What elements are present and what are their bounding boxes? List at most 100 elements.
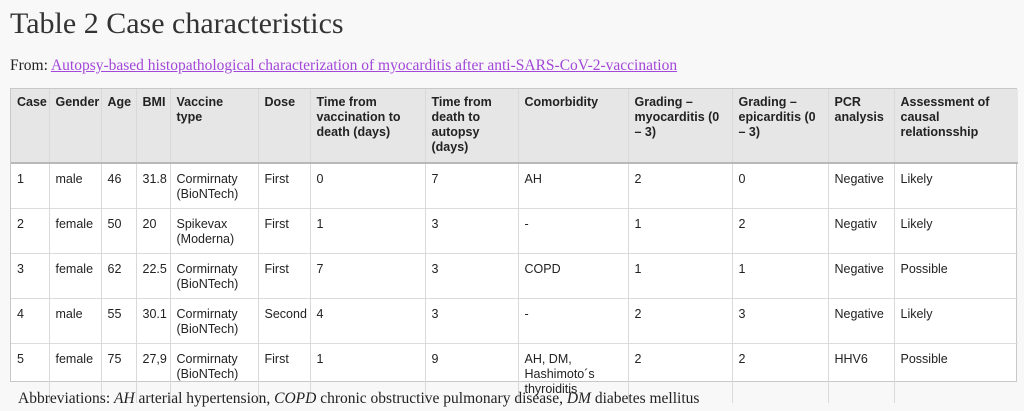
table-cell: AH, DM, Hashimoto´s thyroiditis <box>517 343 628 403</box>
table-cell: 50 <box>100 208 136 254</box>
table-cell: Negativ <box>827 208 894 254</box>
table-cell: 3 <box>424 253 518 299</box>
table-cell: 7 <box>309 253 425 299</box>
table-cell: female <box>48 343 101 403</box>
column-header: Grading – epicarditis (0 – 3) <box>731 89 828 164</box>
table-cell: 1 <box>627 253 732 299</box>
table-cell: Cormirnaty (BioNTech) <box>169 298 258 344</box>
table-cell: 55 <box>100 298 136 344</box>
table-cell: 62 <box>100 253 136 299</box>
table-cell: First <box>257 253 310 299</box>
abbreviation-term: COPD <box>274 390 317 407</box>
case-characteristics-table: Case Gender Age BMI Vaccine type Dose Time fro… <box>11 89 1018 403</box>
table-cell: male <box>48 298 101 344</box>
abbreviations-prefix: Abbreviations: <box>18 390 111 407</box>
table-cell: Spikevax (Moderna) <box>169 208 258 254</box>
abbreviation-term: DM <box>566 390 591 407</box>
column-header: Time from death to autopsy (days) <box>424 89 518 164</box>
column-header: Time from vaccination to death (days) <box>309 89 425 164</box>
column-header: Comorbidity <box>517 89 628 164</box>
table-cell: AH <box>517 162 628 209</box>
table-cell: 4 <box>11 298 49 344</box>
table-cell: 31.8 <box>135 162 170 209</box>
table-cell: Possible <box>893 253 1018 299</box>
table-row: 1 male 46 31.8 Cormirnaty (BioNTech) First 0 7 A… <box>11 162 1018 209</box>
column-header: Age <box>100 89 136 164</box>
table-cell: 30.1 <box>135 298 170 344</box>
column-header: Assessment of causal relationsship <box>893 89 1018 164</box>
table-cell: 9 <box>424 343 518 403</box>
table-cell: Likely <box>893 298 1018 344</box>
table-cell: 1 <box>627 208 732 254</box>
table-cell: 5 <box>11 343 49 403</box>
table-cell: 46 <box>100 162 136 209</box>
table-cell: First <box>257 208 310 254</box>
table-cell: Likely <box>893 208 1018 254</box>
abbreviation-definition: diabetes mellitus <box>594 390 700 407</box>
table-cell: 2 <box>11 208 49 254</box>
table-cell: HHV6 <box>827 343 894 403</box>
table-cell: 2 <box>627 343 732 403</box>
table-cell: 2 <box>731 343 828 403</box>
table-cell: 3 <box>11 253 49 299</box>
column-header: BMI <box>135 89 170 164</box>
table-cell: 2 <box>627 162 732 209</box>
table-cell: Cormirnaty (BioNTech) <box>169 343 258 403</box>
table-row: 5 female 75 27,9 Cormirnaty (BioNTech) First 1… <box>11 343 1018 403</box>
table-cell: - <box>517 298 628 344</box>
abbreviations-list: AH arterial hypertension, COPD chronic o… <box>114 390 699 407</box>
source-line: From: Autopsy-based histopathological ch… <box>10 57 677 75</box>
table-cell: 3 <box>424 298 518 344</box>
page-title: Table 2 Case characteristics <box>10 7 344 40</box>
table-cell: Negative <box>827 298 894 344</box>
table-cell: Second <box>257 298 310 344</box>
abbreviations-footnote: Abbreviations: AH arterial hypertension,… <box>18 390 699 408</box>
table-cell: 1 <box>309 343 425 403</box>
abbreviation-definition: chronic obstructive pulmonary disease, <box>320 390 563 407</box>
table-header-row: Case Gender Age BMI Vaccine type Dose Time fro… <box>11 89 1018 164</box>
table-cell: female <box>48 253 101 299</box>
table-cell: Cormirnaty (BioNTech) <box>169 253 258 299</box>
table-cell: male <box>48 162 101 209</box>
table-cell: 27,9 <box>135 343 170 403</box>
table-cell: - <box>517 208 628 254</box>
column-header: Gender <box>48 89 101 164</box>
table-cell: 1 <box>309 208 425 254</box>
column-header: Case <box>11 89 49 164</box>
table-cell: 2 <box>731 208 828 254</box>
table-container: Case Gender Age BMI Vaccine type Dose Time fro… <box>10 88 1018 403</box>
table-cell: 4 <box>309 298 425 344</box>
table-cell: Possible <box>893 343 1018 403</box>
table-cell: 0 <box>731 162 828 209</box>
table-cell: COPD <box>517 253 628 299</box>
table-cell: 3 <box>731 298 828 344</box>
table-cell: 22.5 <box>135 253 170 299</box>
table-cell: 1 <box>731 253 828 299</box>
column-header: Dose <box>257 89 310 164</box>
table-cell: Likely <box>893 162 1018 209</box>
article-link[interactable]: Autopsy-based histopathological characte… <box>50 57 678 74</box>
table-row: 3 female 62 22.5 Cormirnaty (BioNTech) First 7… <box>11 253 1018 299</box>
abbreviation-definition: arterial hypertension, <box>138 390 271 407</box>
table-cell: 20 <box>135 208 170 254</box>
table-cell: 0 <box>309 162 425 209</box>
table-cell: Negative <box>827 162 894 209</box>
table-cell: 2 <box>627 298 732 344</box>
table-cell: Cormirnaty (BioNTech) <box>169 162 258 209</box>
column-header: Vaccine type <box>169 89 258 164</box>
abbreviation-term: AH <box>114 390 135 407</box>
source-prefix: From: <box>10 57 48 74</box>
table-cell: 7 <box>424 162 518 209</box>
table-cell: Negative <box>827 253 894 299</box>
table-cell: 75 <box>100 343 136 403</box>
table-cell: First <box>257 162 310 209</box>
column-header: Grading – myocarditis (0 – 3) <box>627 89 732 164</box>
table-cell: female <box>48 208 101 254</box>
table-row: 2 female 50 20 Spikevax (Moderna) First 1 3-1 2 N… <box>11 208 1018 254</box>
column-header: PCR analysis <box>827 89 894 164</box>
table-row: 4 male 55 30.1 Cormirnaty (BioNTech) Second 4 3… <box>11 298 1018 344</box>
table-cell: First <box>257 343 310 403</box>
table-cell: 3 <box>424 208 518 254</box>
table-cell: 1 <box>11 162 49 209</box>
